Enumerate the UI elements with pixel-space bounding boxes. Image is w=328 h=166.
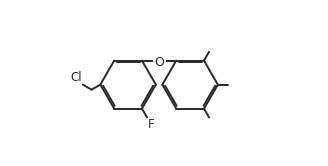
Text: O: O — [154, 56, 164, 69]
Text: Cl: Cl — [71, 71, 82, 84]
Text: F: F — [148, 118, 154, 131]
